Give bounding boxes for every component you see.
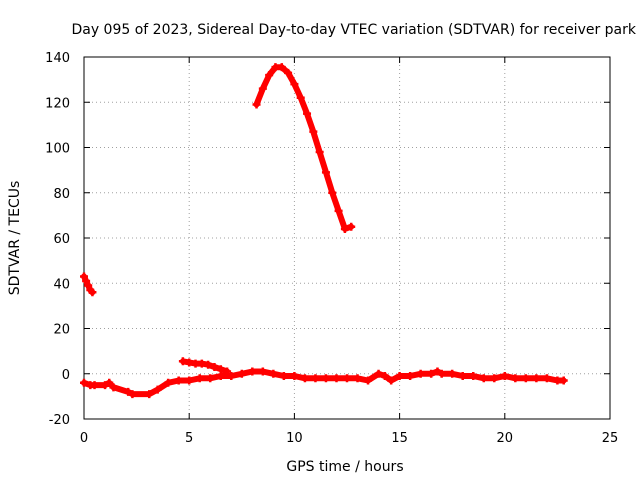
data-point (469, 372, 478, 381)
data-point (559, 376, 568, 385)
data-point (210, 362, 219, 371)
data-point (296, 93, 305, 102)
data-point (269, 369, 278, 378)
data-point (380, 372, 389, 381)
data-point (427, 369, 436, 378)
data-point (347, 222, 356, 231)
data-point (364, 376, 373, 385)
data-point (174, 376, 183, 385)
data-point (279, 372, 288, 381)
series-3 (80, 367, 568, 399)
data-point (416, 369, 425, 378)
data-point (321, 374, 330, 383)
y-tick-label: 60 (53, 232, 70, 247)
data-point (204, 360, 213, 369)
data-point (82, 276, 91, 285)
data-point (343, 374, 351, 383)
data-point (542, 374, 551, 383)
y-tick-label: 140 (45, 51, 70, 66)
data-point (387, 376, 396, 385)
data-point (109, 383, 118, 392)
data-point (437, 369, 446, 378)
data-point (84, 281, 93, 290)
data-point (321, 168, 330, 177)
data-point (511, 374, 520, 383)
data-point (216, 372, 225, 381)
data-point (185, 376, 194, 385)
data-point (340, 224, 349, 233)
data-point (90, 381, 99, 390)
data-point (277, 63, 286, 72)
data-point (500, 372, 509, 381)
data-point (216, 365, 225, 374)
data-point (153, 385, 162, 394)
x-tick-label: 15 (391, 431, 408, 446)
data-point (290, 80, 299, 89)
data-point (309, 127, 318, 136)
data-point (328, 188, 337, 197)
y-tick-label: -20 (49, 413, 70, 428)
data-point (521, 374, 530, 383)
data-point (490, 374, 499, 383)
data-point (237, 369, 246, 378)
data-point (80, 378, 88, 387)
data-point (258, 367, 267, 376)
y-tick-label: 40 (53, 277, 70, 292)
grid (84, 57, 610, 419)
y-tick-label: 100 (45, 142, 70, 157)
data-point (195, 374, 204, 383)
y-tick-label: 20 (53, 323, 70, 338)
data-point (353, 374, 362, 383)
x-tick-label: 0 (80, 431, 88, 446)
data-point (334, 206, 343, 215)
data-point (300, 374, 309, 383)
y-tick-label: 0 (62, 368, 70, 383)
data-point (284, 68, 293, 77)
x-tick-label: 5 (185, 431, 193, 446)
data-point (80, 272, 88, 281)
data-point (105, 378, 114, 387)
data-point (303, 109, 312, 118)
plot-frame (83, 56, 611, 420)
data-point (406, 372, 415, 381)
data-point (252, 100, 261, 109)
series-0 (252, 63, 356, 233)
x-tick-label: 20 (497, 431, 514, 446)
data-point (290, 372, 299, 381)
chart-title: Day 095 of 2023, Sidereal Day-to-day VTE… (71, 22, 636, 38)
series-1 (80, 272, 97, 297)
series-2 (178, 357, 232, 376)
data-point (128, 390, 137, 399)
data-point (124, 387, 133, 396)
y-tick-label: 80 (53, 187, 70, 202)
data-point (532, 374, 541, 383)
data-point (101, 381, 110, 390)
y-tick-label: 120 (45, 96, 70, 111)
data-point (315, 148, 324, 157)
data-point (332, 374, 341, 383)
data-point (88, 288, 97, 297)
data-point (145, 390, 154, 399)
series-line (253, 64, 355, 232)
y-axis-label: SDTVAR / TECUs (7, 181, 23, 296)
data-point (206, 374, 215, 383)
x-tick-label: 25 (602, 431, 619, 446)
data-point (227, 372, 236, 381)
data-point (248, 367, 257, 376)
x-axis-label: GPS time / hours (286, 459, 403, 475)
data-point (164, 378, 173, 387)
data-point (311, 374, 320, 383)
data-point (395, 372, 404, 381)
data-point (479, 374, 488, 383)
data-point (265, 71, 274, 80)
data-point (448, 369, 457, 378)
ticks: 0 5 10 15 20 25 -20 0 20 40 60 80 100 120 140 (45, 51, 618, 446)
data-point (258, 84, 267, 93)
x-tick-label: 10 (286, 431, 303, 446)
data-point (374, 369, 383, 378)
data-point (433, 367, 442, 376)
series (80, 63, 568, 399)
data-point (458, 372, 467, 381)
